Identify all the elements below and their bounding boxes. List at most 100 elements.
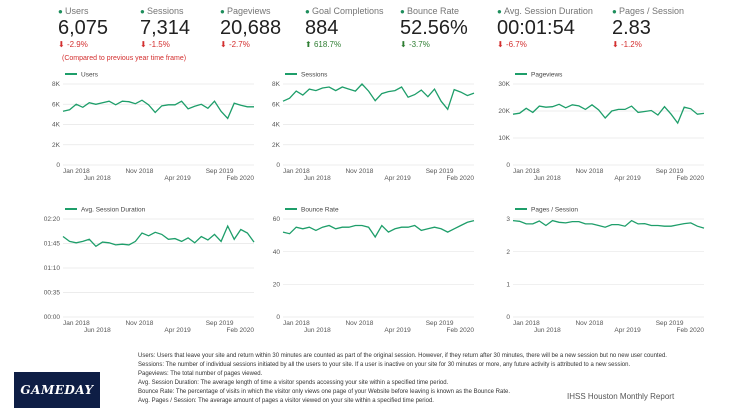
x-tick-label: Nov 2018 <box>345 168 373 175</box>
kpi-change: -2.7% <box>228 40 250 49</box>
series-line <box>282 219 475 239</box>
y-tick-label: 0 <box>56 162 60 169</box>
y-tick-label: 4K <box>52 122 61 129</box>
kpi-label: Pages / Session <box>619 6 685 16</box>
report-title: IHSS Houston Monthly Report <box>567 392 675 401</box>
kpi-value: 884 <box>305 17 339 39</box>
footnote: Bounce Rate: The percentage of visits in… <box>138 389 510 395</box>
legend-label: Pageviews <box>531 72 563 79</box>
series-line <box>282 83 475 111</box>
x-tick-label: Nov 2018 <box>575 168 603 175</box>
x-tick-label: Feb 2020 <box>227 175 255 182</box>
kpi-change: -6.7% <box>505 40 527 49</box>
kpi-goal-completions: ● Goal Completions 884 ⬆ 618.7% <box>305 6 384 49</box>
x-tick-label: Jun 2018 <box>84 327 111 334</box>
y-tick-label: 0 <box>506 162 510 169</box>
series-line <box>512 219 705 229</box>
dot-icon: ● <box>58 7 63 16</box>
chart-avg-session-duration: Avg. Session Duration 00:00 00:35 01:10 01:4… <box>44 203 260 340</box>
kpi-value: 7,314 <box>140 17 191 39</box>
y-tick-label: 4K <box>272 122 281 129</box>
kpi-pages-per-session: ● Pages / Session 2.83 ⬇ -1.2% <box>612 6 684 49</box>
logo-text: GAMEDAY <box>20 383 94 397</box>
kpi-sessions: ● Sessions 7,314 ⬇ -1.5% <box>140 6 190 49</box>
y-tick-label: 6K <box>52 101 61 108</box>
chart-users: Users 0 2K 4K 6K 8K Jan 2018 Jun 2018 Nov 2018 Ap… <box>45 68 260 188</box>
x-tick-label: Sep 2019 <box>206 168 234 175</box>
chart-bounce-rate: Bounce Rate 0 20 40 60 Jan 2018 Jun 2018 Nov 20… <box>265 203 480 340</box>
y-tick-label: 1 <box>506 282 510 289</box>
y-tick-label: 10K <box>498 135 510 142</box>
x-tick-label: Jan 2018 <box>63 168 90 175</box>
dot-icon: ● <box>497 7 502 16</box>
footnote: Pageviews: The total number of pages vie… <box>138 371 263 377</box>
y-tick-label: 0 <box>276 162 280 169</box>
y-tick-label: 6K <box>272 101 281 108</box>
x-tick-label: Nov 2018 <box>125 320 153 327</box>
kpi-label: Goal Completions <box>312 6 384 16</box>
y-tick-label: 0 <box>506 314 510 321</box>
x-tick-label: Apr 2019 <box>614 327 641 334</box>
y-tick-label: 01:45 <box>44 241 61 248</box>
legend-label: Sessions <box>301 72 328 79</box>
x-tick-label: Feb 2020 <box>677 175 705 182</box>
kpi-change: -2.9% <box>66 40 88 49</box>
footnote: Users: Users that leave your site and re… <box>138 353 667 359</box>
x-tick-label: Jan 2018 <box>283 168 310 175</box>
kpi-value: 2.83 <box>612 17 651 39</box>
x-tick-label: Jan 2018 <box>513 168 540 175</box>
x-tick-label: Jun 2018 <box>304 327 331 334</box>
arrow-down-icon: ⬇ <box>58 40 65 49</box>
kpi-change: -3.7% <box>408 40 430 49</box>
y-tick-label: 20K <box>498 108 510 115</box>
x-tick-label: Jun 2018 <box>534 327 561 334</box>
y-tick-label: 40 <box>273 249 281 256</box>
series-line <box>512 103 705 125</box>
kpi-bounce-rate: ● Bounce Rate 52.56% ⬇ -3.7% <box>400 6 468 49</box>
kpi-value: 52.56% <box>400 17 468 39</box>
y-tick-label: 60 <box>273 216 281 223</box>
x-tick-label: Sep 2019 <box>426 320 454 327</box>
kpi-change: 618.7% <box>313 40 342 49</box>
kpi-users: ● Users 6,075 ⬇ -2.9% <box>58 6 108 49</box>
y-tick-label: 30K <box>498 81 510 88</box>
y-tick-label: 0 <box>276 314 280 321</box>
x-tick-label: Jun 2018 <box>534 175 561 182</box>
comparison-note: (Compared to previous year time frame) <box>62 55 187 62</box>
x-tick-label: Jan 2018 <box>283 320 310 327</box>
y-tick-label: 8K <box>52 81 61 88</box>
dot-icon: ● <box>140 7 145 16</box>
x-tick-label: Sep 2019 <box>656 320 684 327</box>
kpi-change: -1.5% <box>148 40 170 49</box>
x-tick-label: Feb 2020 <box>227 327 255 334</box>
chart-pageviews: Pageviews 0 10K 20K 30K Jan 2018 Jun 2018 Nov 2… <box>495 68 710 188</box>
y-tick-label: 2 <box>506 249 510 256</box>
y-tick-label: 00:35 <box>44 290 61 297</box>
gameday-logo: GAMEDAY <box>14 372 100 408</box>
kpi-pageviews: ● Pageviews 20,688 ⬇ -2.7% <box>220 6 281 49</box>
y-tick-label: 02:20 <box>44 216 61 223</box>
x-tick-label: Jun 2018 <box>84 175 111 182</box>
x-tick-label: Sep 2019 <box>206 320 234 327</box>
kpi-label: Avg. Session Duration <box>504 6 593 16</box>
kpi-label: Bounce Rate <box>407 6 460 16</box>
kpi-change: -1.2% <box>620 40 642 49</box>
y-tick-label: 20 <box>273 282 281 289</box>
legend-label: Users <box>81 72 99 79</box>
x-tick-label: Sep 2019 <box>656 168 684 175</box>
y-tick-label: 8K <box>272 81 281 88</box>
dot-icon: ● <box>220 7 225 16</box>
dot-icon: ● <box>305 7 310 16</box>
kpi-value: 20,688 <box>220 17 282 39</box>
x-tick-label: Nov 2018 <box>345 320 373 327</box>
metric-definitions: Users: Users that leave your site and re… <box>138 352 718 406</box>
kpi-value: 00:01:54 <box>497 17 575 39</box>
y-tick-label: 00:00 <box>44 314 61 321</box>
arrow-down-icon: ⬇ <box>140 40 147 49</box>
y-tick-label: 3 <box>506 216 510 223</box>
x-tick-label: Nov 2018 <box>575 320 603 327</box>
arrow-up-icon: ⬆ <box>305 40 312 49</box>
series-line <box>62 99 254 120</box>
